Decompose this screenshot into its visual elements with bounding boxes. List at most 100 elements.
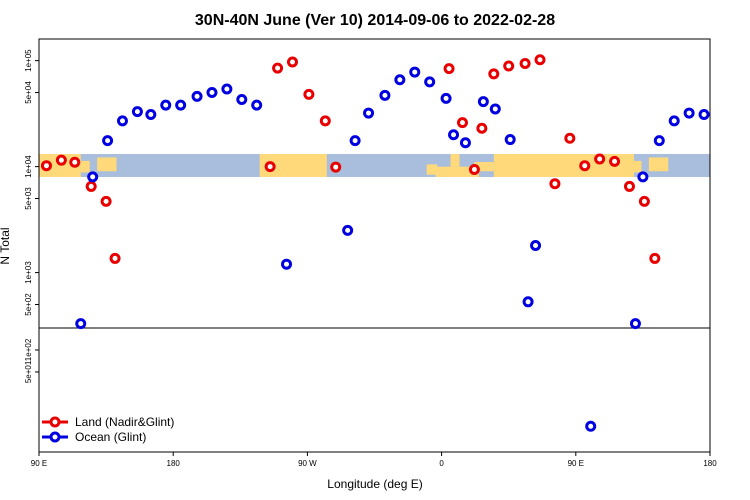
world-map-band bbox=[39, 154, 710, 177]
ocean-data-point bbox=[637, 171, 649, 183]
land-data-point bbox=[579, 160, 591, 172]
land-data-point bbox=[303, 88, 315, 100]
lower-plot-frame bbox=[38, 327, 711, 453]
ocean-data-point bbox=[221, 83, 233, 95]
ocean-data-point bbox=[102, 135, 114, 147]
ocean-data-point bbox=[363, 107, 375, 119]
ocean-data-point bbox=[489, 103, 501, 115]
land-data-point bbox=[109, 252, 121, 264]
ocean-data-point bbox=[349, 135, 361, 147]
ocean-data-point bbox=[477, 96, 489, 108]
upper-plot-frame bbox=[38, 38, 711, 329]
ocean-data-point bbox=[530, 240, 542, 252]
x-tick-label: 0 bbox=[439, 459, 444, 468]
ocean-data-point bbox=[191, 90, 203, 102]
ocean-data-point bbox=[683, 107, 695, 119]
y-tick-label: 5e+04 bbox=[24, 81, 33, 104]
land-data-point bbox=[55, 154, 67, 166]
land-region bbox=[633, 160, 642, 173]
land-data-point bbox=[564, 132, 576, 144]
legend-label-land: Land (Nadir&Glint) bbox=[75, 415, 174, 429]
y-tick-label: 1e+02 bbox=[24, 338, 33, 361]
land-region bbox=[435, 166, 479, 177]
land-region bbox=[450, 154, 460, 167]
y-tick-label: 1e+03 bbox=[24, 261, 33, 284]
x-axis-label: Longitude (deg E) bbox=[327, 477, 422, 491]
ocean-data-point bbox=[131, 106, 143, 118]
land-region bbox=[259, 154, 327, 177]
land-data-point bbox=[503, 60, 515, 72]
x-tick-label: 180 bbox=[703, 459, 717, 468]
land-data-point bbox=[100, 195, 112, 207]
land-data-point bbox=[69, 156, 81, 168]
land-data-point bbox=[468, 163, 480, 175]
ocean-data-point bbox=[448, 129, 460, 141]
chart-title: 30N-40N June (Ver 10) 2014-09-06 to 2022… bbox=[195, 12, 555, 29]
land-data-point bbox=[272, 62, 284, 74]
land-region bbox=[459, 167, 472, 177]
ocean-data-point bbox=[379, 89, 391, 101]
data-points bbox=[40, 54, 710, 432]
ocean-data-point bbox=[504, 134, 516, 146]
land-data-point bbox=[264, 161, 276, 173]
legend-swatch-marker bbox=[49, 431, 61, 443]
ocean-data-point bbox=[117, 115, 129, 127]
ocean-data-point bbox=[206, 87, 218, 99]
land-data-point bbox=[476, 122, 488, 134]
ocean-data-point bbox=[409, 66, 421, 78]
land-data-point bbox=[623, 180, 635, 192]
y-axis-label: N Total bbox=[0, 227, 12, 264]
land-data-point bbox=[638, 195, 650, 207]
land-data-point bbox=[594, 153, 606, 165]
ocean-data-point bbox=[281, 258, 293, 270]
ocean-data-point bbox=[698, 109, 710, 121]
ocean-data-point bbox=[175, 99, 187, 111]
ocean-data-point bbox=[424, 76, 436, 88]
land-data-point bbox=[319, 115, 331, 127]
legend-item-ocean: Ocean (Glint) bbox=[42, 430, 146, 444]
ocean-data-point bbox=[585, 420, 597, 432]
y-axis-upper: 5e+02 1e+03 5e+03 1e+04 5e+04 1e+05 bbox=[24, 49, 39, 316]
land-data-point bbox=[488, 68, 500, 80]
x-axis: 90 E 180 90 W 0 90 E 180 bbox=[31, 452, 717, 468]
ocean-data-point bbox=[440, 92, 452, 104]
land-data-point bbox=[40, 160, 52, 172]
ocean-data-point bbox=[75, 318, 87, 330]
land-data-point bbox=[519, 57, 531, 69]
y-tick-label: 1e+05 bbox=[24, 49, 33, 72]
ocean-data-point bbox=[629, 318, 641, 330]
x-tick-label: 90 W bbox=[298, 459, 317, 468]
land-data-point bbox=[456, 117, 468, 129]
y-tick-label: 5e+03 bbox=[24, 187, 33, 210]
ocean-data-point bbox=[459, 137, 471, 149]
land-data-point bbox=[549, 178, 561, 190]
legend-label-ocean: Ocean (Glint) bbox=[75, 430, 146, 444]
ocean-data-point bbox=[668, 115, 680, 127]
land-data-point bbox=[443, 63, 455, 75]
land-region bbox=[80, 160, 90, 173]
y-tick-label: 5e+01 bbox=[24, 360, 33, 383]
ocean-data-point bbox=[145, 109, 157, 121]
land-region bbox=[97, 157, 117, 172]
y-tick-label: 1e+04 bbox=[24, 155, 33, 178]
x-tick-label: 180 bbox=[167, 459, 181, 468]
ocean-data-point bbox=[87, 171, 99, 183]
legend-item-land: Land (Nadir&Glint) bbox=[42, 415, 174, 429]
land-data-point bbox=[649, 252, 661, 264]
ocean-data-point bbox=[522, 296, 534, 308]
ocean-data-point bbox=[236, 93, 248, 105]
land-region bbox=[474, 162, 494, 172]
land-region bbox=[648, 157, 669, 172]
ocean-data-point bbox=[160, 99, 172, 111]
land-data-point bbox=[609, 155, 621, 167]
ocean-data-point bbox=[394, 74, 406, 86]
y-tick-label: 5e+02 bbox=[24, 293, 33, 316]
ocean-data-point bbox=[653, 135, 665, 147]
land-data-point bbox=[534, 54, 546, 66]
land-data-point bbox=[330, 161, 342, 173]
legend: Land (Nadir&Glint) Ocean (Glint) bbox=[42, 415, 174, 444]
land-data-point bbox=[85, 180, 97, 192]
x-tick-label: 90 E bbox=[31, 459, 47, 468]
